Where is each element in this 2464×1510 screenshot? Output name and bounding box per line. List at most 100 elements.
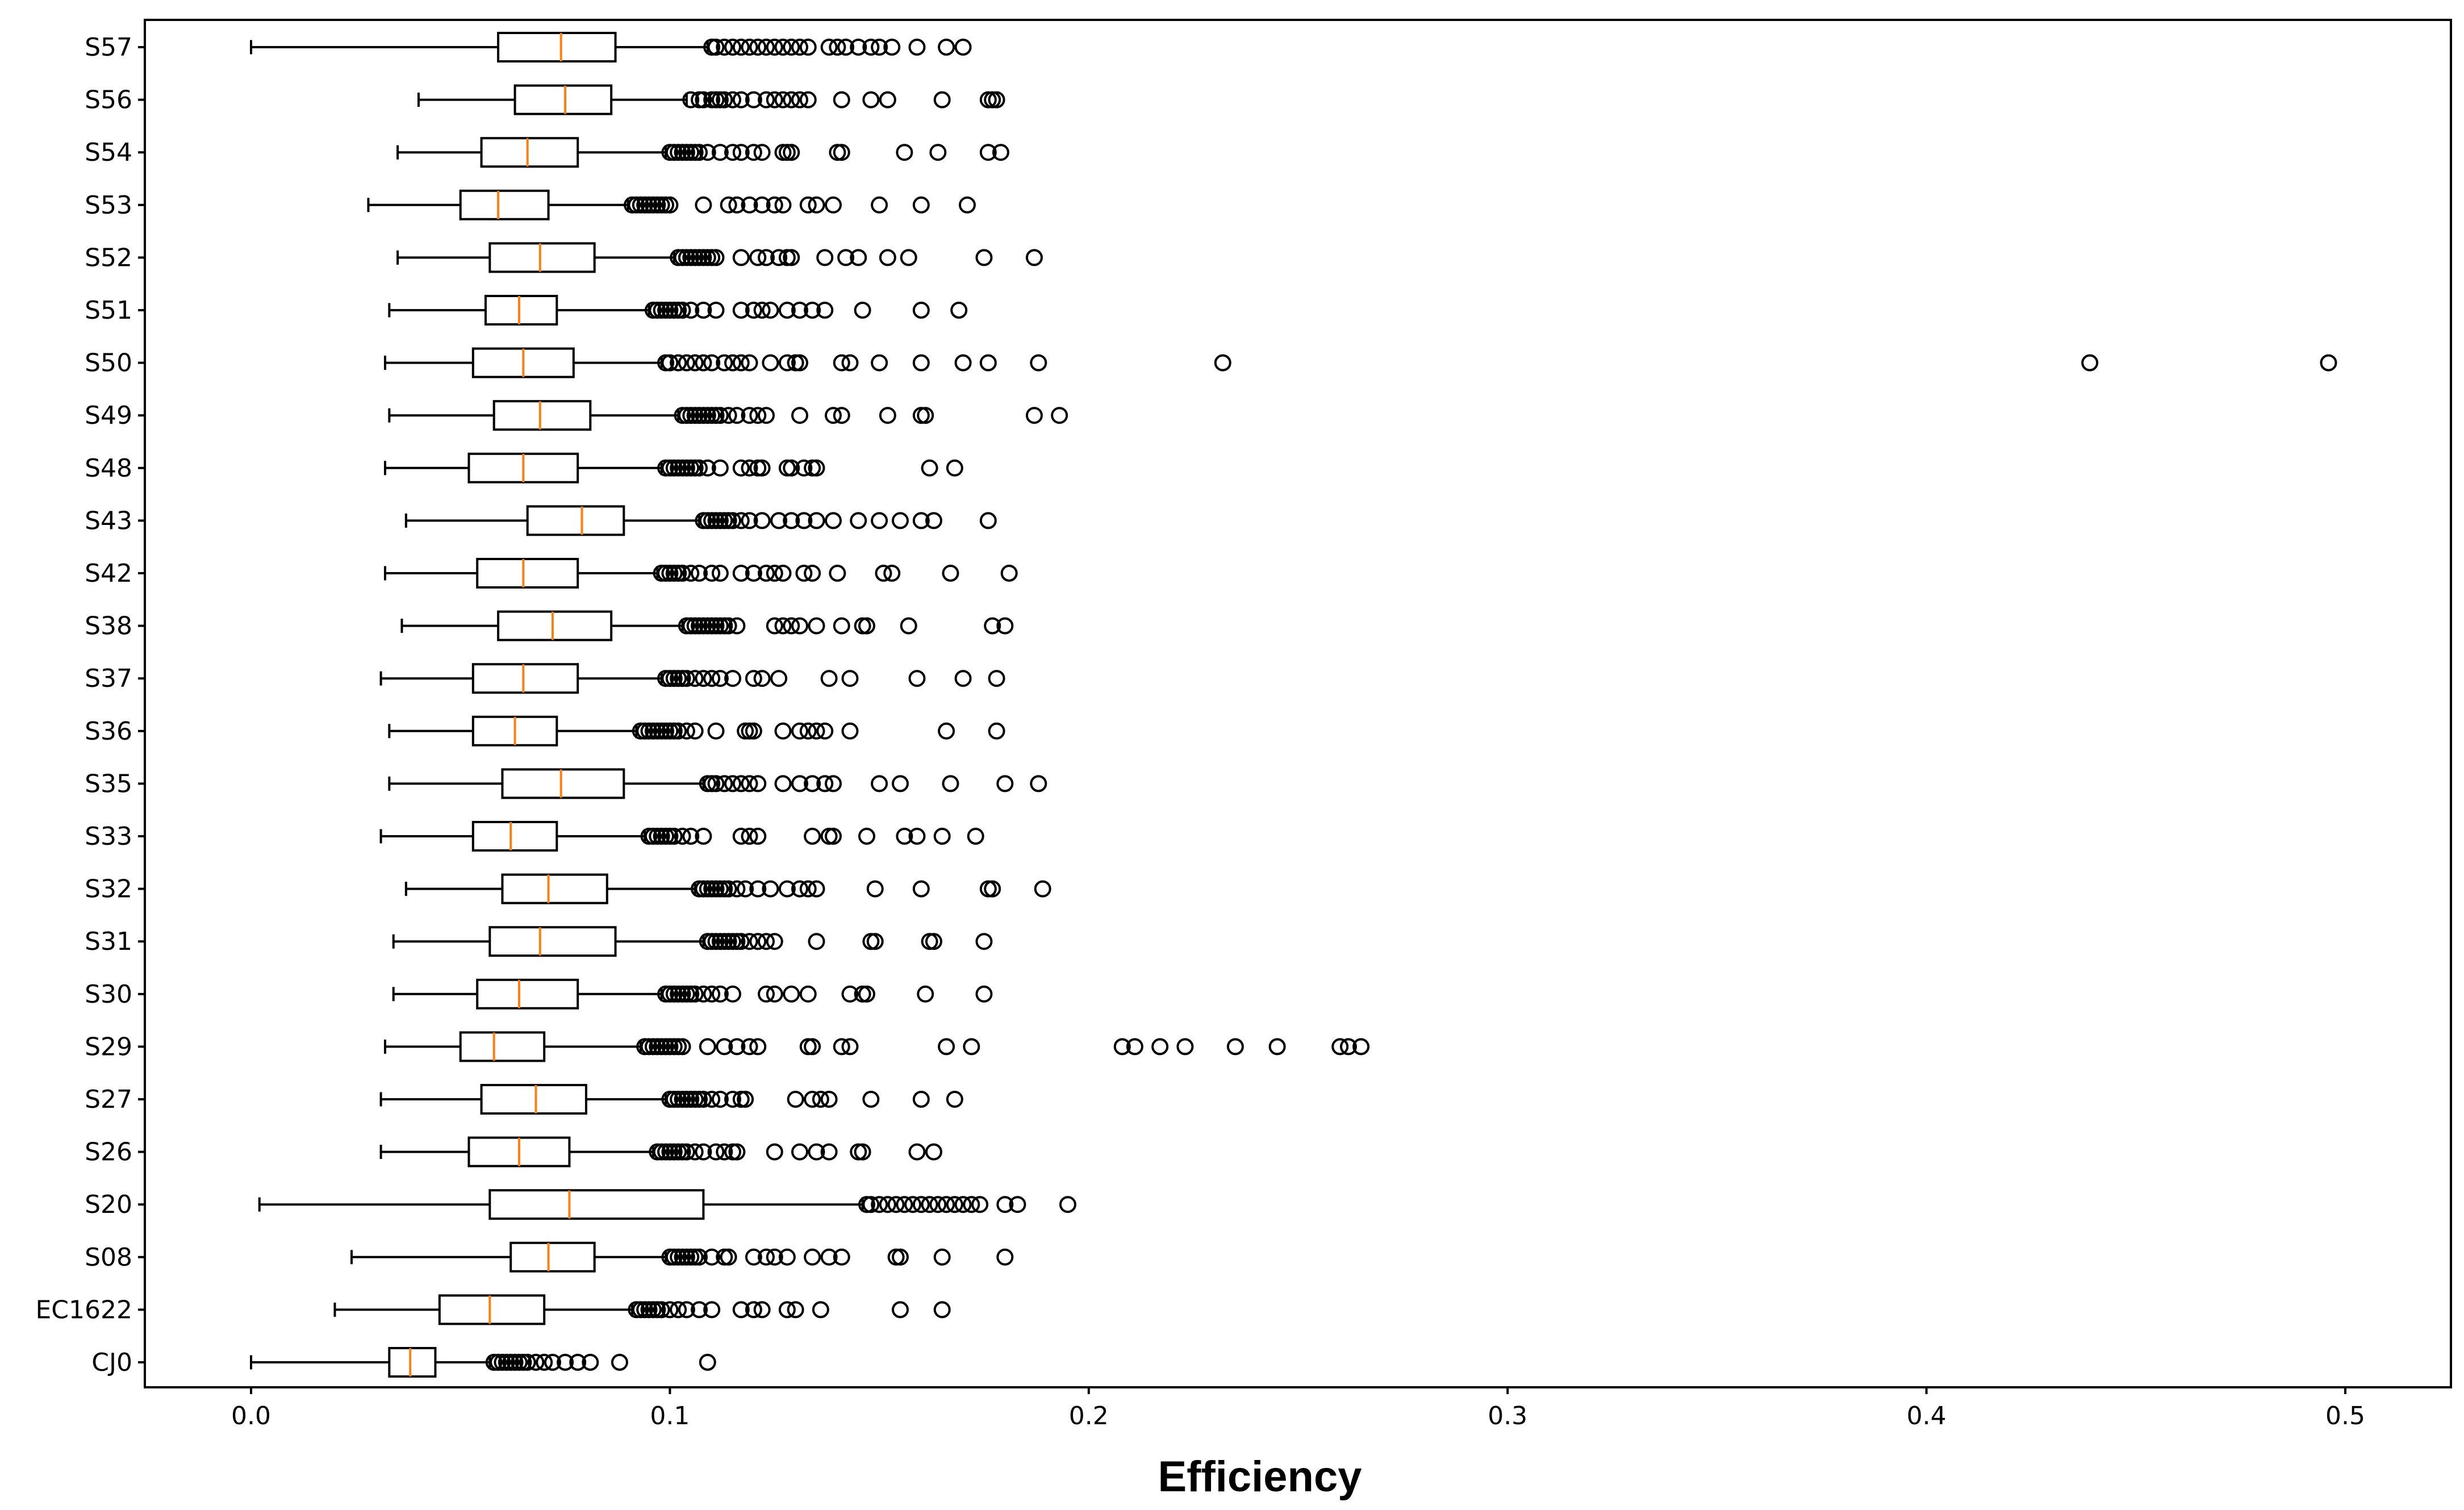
outlier-point — [896, 1196, 913, 1213]
outlier-point — [707, 39, 725, 56]
box-group-s27 — [379, 1084, 963, 1115]
iqr-box — [501, 768, 625, 799]
outlier-point — [707, 722, 725, 740]
outlier-point — [954, 354, 972, 372]
outlier-point — [921, 1196, 938, 1213]
outlier-point — [774, 91, 792, 109]
x-tick-label: 0.4 — [1907, 1401, 1947, 1430]
outlier-point — [783, 249, 800, 266]
outlier-point — [879, 249, 896, 266]
iqr-box — [438, 1294, 546, 1325]
outlier-point — [703, 985, 721, 1003]
outlier-point — [1025, 407, 1043, 424]
outlier-point — [871, 39, 888, 56]
x-tick-label: 0.3 — [1488, 1401, 1527, 1430]
outlier-point — [695, 670, 712, 687]
plot-area-frame — [144, 19, 2452, 1388]
box-group-s52 — [396, 242, 1043, 273]
outlier-point — [862, 1196, 880, 1213]
outlier-point — [774, 775, 792, 792]
box-group-s38 — [400, 610, 1014, 641]
outlier-point — [858, 828, 875, 845]
outlier-point — [611, 1354, 628, 1371]
outlier-point — [695, 828, 712, 845]
iqr-box — [459, 189, 550, 220]
y-tick-label: S51 — [85, 296, 132, 325]
outlier-point — [749, 39, 767, 56]
outlier-point — [854, 302, 871, 319]
outlier-point — [820, 1143, 838, 1161]
box-group-s08 — [350, 1241, 1014, 1273]
outlier-point — [954, 1196, 972, 1213]
outlier-point — [938, 39, 955, 56]
outlier-point — [984, 880, 1001, 898]
outlier-point — [908, 1143, 926, 1161]
outlier-point — [963, 1038, 980, 1056]
outlier-point — [745, 1248, 762, 1266]
outlier-point — [996, 775, 1014, 792]
outlier-point — [745, 91, 762, 109]
outlier-point — [766, 39, 783, 56]
outlier-point — [871, 196, 888, 214]
x-tick-label: 0.0 — [231, 1401, 271, 1430]
outlier-point — [766, 933, 783, 950]
outlier-point — [724, 985, 742, 1003]
outlier-point — [871, 512, 888, 529]
outlier-point — [1126, 1038, 1143, 1056]
outlier-point — [661, 1301, 679, 1319]
outlier-point — [841, 670, 859, 687]
outlier-point — [824, 512, 842, 529]
outlier-point — [812, 1301, 829, 1319]
outlier-point — [925, 933, 942, 950]
outlier-point — [716, 91, 733, 109]
outlier-point — [716, 775, 733, 792]
iqr-box — [480, 1084, 587, 1115]
outlier-point — [791, 617, 808, 635]
outlier-point — [904, 1196, 922, 1213]
outlier-point — [938, 1196, 955, 1213]
outlier-point — [988, 670, 1005, 687]
outlier-point — [1009, 1196, 1026, 1213]
outlier-point — [741, 512, 758, 529]
outlier-point — [799, 91, 817, 109]
outlier-point — [674, 302, 691, 319]
outlier-point — [778, 302, 796, 319]
box-group-s50 — [383, 347, 2337, 378]
outlier-point — [862, 91, 880, 109]
outlier-point — [824, 828, 842, 845]
outlier-point — [741, 828, 758, 845]
outlier-point — [741, 775, 758, 792]
box-group-s54 — [396, 137, 1009, 168]
outlier-point — [527, 1354, 545, 1371]
outlier-point — [778, 880, 796, 898]
box-group-s57 — [250, 32, 972, 62]
outlier-point — [942, 775, 959, 792]
outlier-point — [728, 880, 746, 898]
outlier-point — [954, 39, 972, 56]
outlier-point — [758, 39, 775, 56]
outlier-point — [1059, 1196, 1076, 1213]
outlier-point — [728, 1038, 746, 1056]
y-tick-label: S49 — [85, 401, 132, 430]
outlier-point — [808, 880, 825, 898]
outlier-point — [979, 144, 997, 161]
outlier-point — [795, 565, 813, 582]
outlier-point — [711, 407, 729, 424]
outlier-point — [879, 91, 896, 109]
outlier-point — [695, 985, 712, 1003]
outlier-point — [1226, 1038, 1244, 1056]
y-tick-label: S08 — [85, 1243, 132, 1272]
outlier-point — [711, 985, 729, 1003]
outlier-point — [762, 302, 779, 319]
outlier-point — [912, 1196, 930, 1213]
outlier-point — [1030, 354, 1047, 372]
outlier-point — [707, 249, 725, 266]
outlier-point — [850, 39, 867, 56]
outlier-point — [770, 670, 788, 687]
outlier-point — [732, 91, 750, 109]
outlier-point — [728, 1143, 746, 1161]
outlier-point — [753, 512, 771, 529]
outlier-point — [778, 1248, 796, 1266]
